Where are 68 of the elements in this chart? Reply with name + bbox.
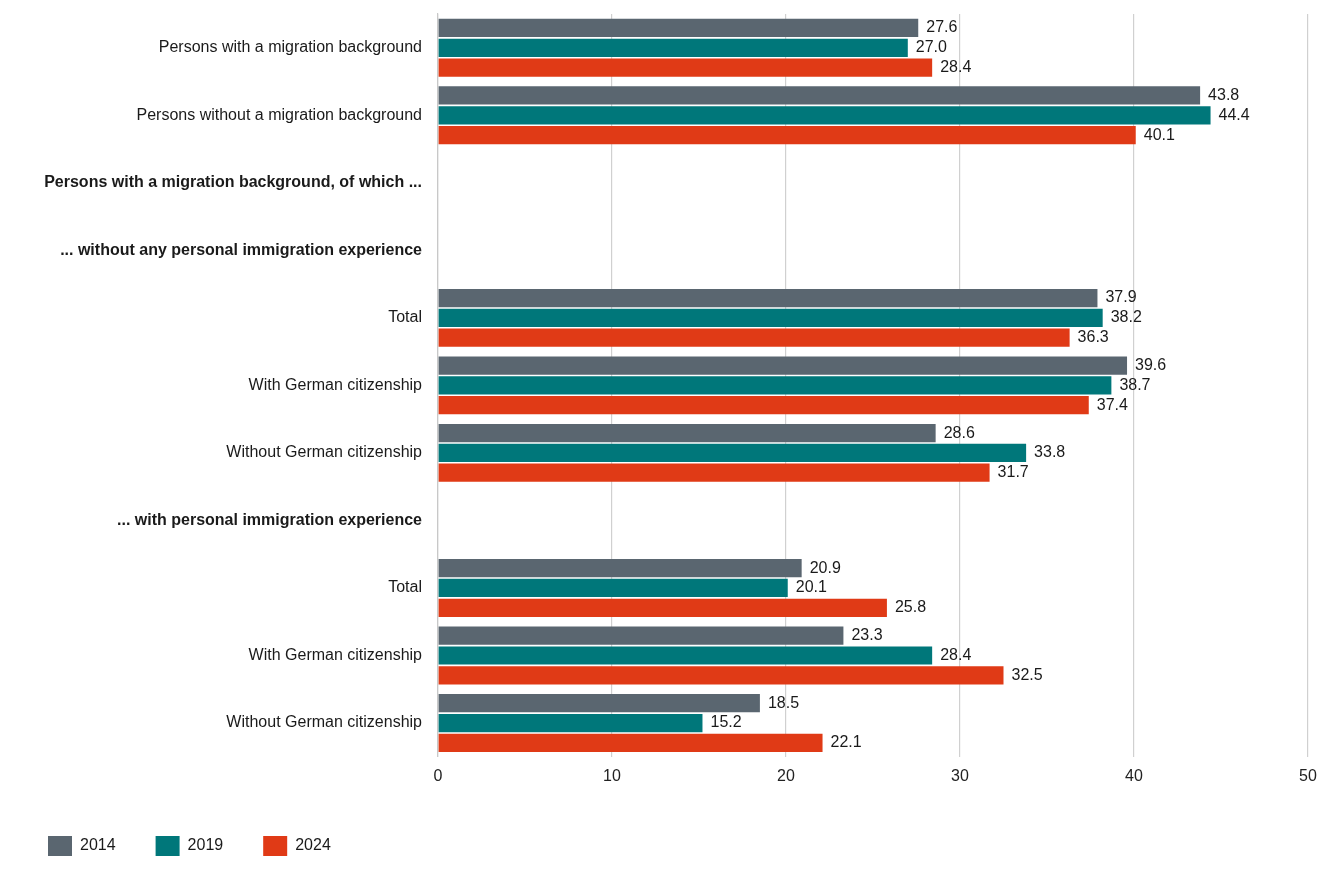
data-label: 32.5 xyxy=(1011,665,1043,683)
y-tick-label: With German citizenship xyxy=(248,375,423,393)
data-label: 28.4 xyxy=(940,645,972,663)
data-label: 25.8 xyxy=(894,598,927,616)
y-tick-label: Total xyxy=(388,578,422,596)
y-tick-label: ... without any personal immigration experience xyxy=(60,240,423,258)
bar xyxy=(438,308,1103,327)
data-label: 23.3 xyxy=(851,626,883,644)
x-tick-label: 30 xyxy=(951,766,969,784)
data-label: 22.1 xyxy=(830,733,862,751)
bar xyxy=(438,18,919,38)
bar xyxy=(438,713,703,733)
bar xyxy=(438,559,802,578)
y-tick-label: Without German citizenship xyxy=(226,713,423,731)
data-label: 28.4 xyxy=(940,57,972,75)
bar xyxy=(438,694,760,713)
data-label: 37.9 xyxy=(1105,288,1137,306)
x-tick-label: 10 xyxy=(603,766,621,784)
y-tick-label: Total xyxy=(388,308,422,326)
x-tick-label: 20 xyxy=(777,766,795,784)
data-label: 39.6 xyxy=(1135,356,1167,373)
bar xyxy=(438,733,823,752)
bar xyxy=(438,666,1004,685)
bar xyxy=(438,424,936,443)
legend-label: 2024 xyxy=(295,836,331,854)
bar xyxy=(438,86,1201,105)
data-label: 33.8 xyxy=(1034,443,1066,461)
y-tick-label: Persons without a migration background xyxy=(136,105,422,123)
data-label: 31.7 xyxy=(997,463,1029,481)
bar xyxy=(438,578,788,598)
data-label: 20.1 xyxy=(795,578,827,596)
bar xyxy=(438,463,990,482)
x-tick-label: 50 xyxy=(1299,766,1317,784)
data-label: 20.9 xyxy=(809,558,841,576)
bar xyxy=(438,58,933,77)
bar xyxy=(438,396,1089,415)
data-label: 38.7 xyxy=(1119,375,1151,393)
y-tick-label: Without German citizenship xyxy=(226,443,423,461)
data-label: 27.0 xyxy=(915,38,948,56)
bar xyxy=(438,376,1112,395)
data-label: 18.5 xyxy=(767,693,800,711)
bar xyxy=(438,356,1128,375)
data-label: 36.3 xyxy=(1077,328,1109,346)
bar xyxy=(438,626,844,645)
data-label: 38.2 xyxy=(1110,308,1142,326)
y-tick-label: Persons with a migration background, of which ... xyxy=(44,173,422,191)
data-label: 27.6 xyxy=(926,18,958,36)
bar xyxy=(438,106,1211,125)
y-tick-label: With German citizenship xyxy=(248,645,423,663)
bar xyxy=(438,598,887,617)
y-tick-label: ... with personal immigration experience xyxy=(117,510,423,528)
x-tick-label: 40 xyxy=(1125,766,1143,784)
bar xyxy=(438,328,1070,347)
bar xyxy=(438,38,908,57)
data-label: 43.8 xyxy=(1208,85,1240,103)
bar xyxy=(438,288,1098,308)
x-tick-label: 0 xyxy=(433,766,443,784)
bar xyxy=(438,646,933,665)
data-label: 40.1 xyxy=(1143,125,1175,143)
legend-label: 2014 xyxy=(80,836,116,854)
bar xyxy=(438,125,1136,145)
y-tick-label: Persons with a migration background xyxy=(158,38,422,56)
data-label: 37.4 xyxy=(1096,395,1128,413)
data-label: 28.6 xyxy=(943,423,975,441)
legend-label: 2019 xyxy=(187,836,224,854)
data-label: 44.4 xyxy=(1218,105,1250,123)
data-label: 15.2 xyxy=(710,713,742,731)
bar xyxy=(438,443,1027,463)
